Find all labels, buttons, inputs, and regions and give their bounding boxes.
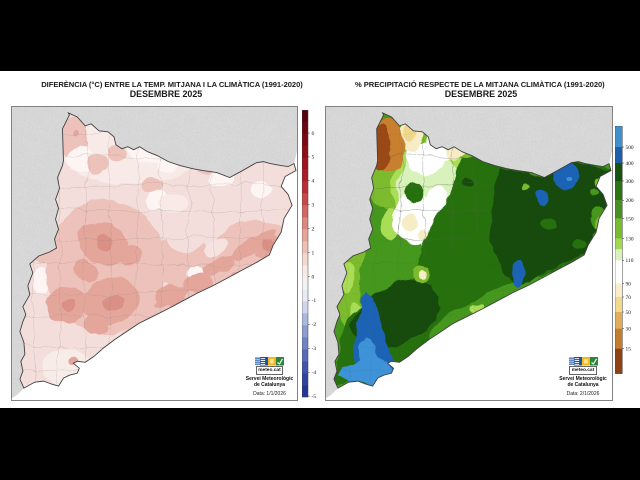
svg-text:-1: -1 bbox=[311, 298, 316, 304]
svg-text:70: 70 bbox=[626, 294, 632, 300]
svg-text:1: 1 bbox=[311, 250, 314, 256]
svg-text:-4: -4 bbox=[311, 370, 316, 376]
svg-text:0: 0 bbox=[311, 274, 314, 280]
svg-text:-3: -3 bbox=[311, 346, 316, 352]
svg-text:200: 200 bbox=[626, 198, 634, 204]
svg-text:-5: -5 bbox=[311, 394, 316, 400]
svg-text:4: 4 bbox=[311, 179, 314, 185]
svg-text:2: 2 bbox=[311, 227, 314, 233]
svg-text:300: 300 bbox=[626, 178, 634, 184]
svg-text:50: 50 bbox=[626, 309, 632, 315]
svg-text:3: 3 bbox=[311, 203, 314, 209]
svg-text:130: 130 bbox=[626, 236, 634, 242]
svg-text:15: 15 bbox=[626, 346, 632, 352]
svg-text:90: 90 bbox=[626, 281, 632, 287]
svg-text:400: 400 bbox=[626, 160, 634, 166]
svg-text:5: 5 bbox=[311, 155, 314, 161]
svg-text:6: 6 bbox=[311, 131, 314, 137]
svg-text:150: 150 bbox=[626, 216, 634, 222]
svg-text:30: 30 bbox=[626, 326, 632, 332]
svg-text:-2: -2 bbox=[311, 322, 316, 328]
svg-text:500: 500 bbox=[626, 144, 634, 150]
svg-text:110: 110 bbox=[626, 258, 634, 264]
